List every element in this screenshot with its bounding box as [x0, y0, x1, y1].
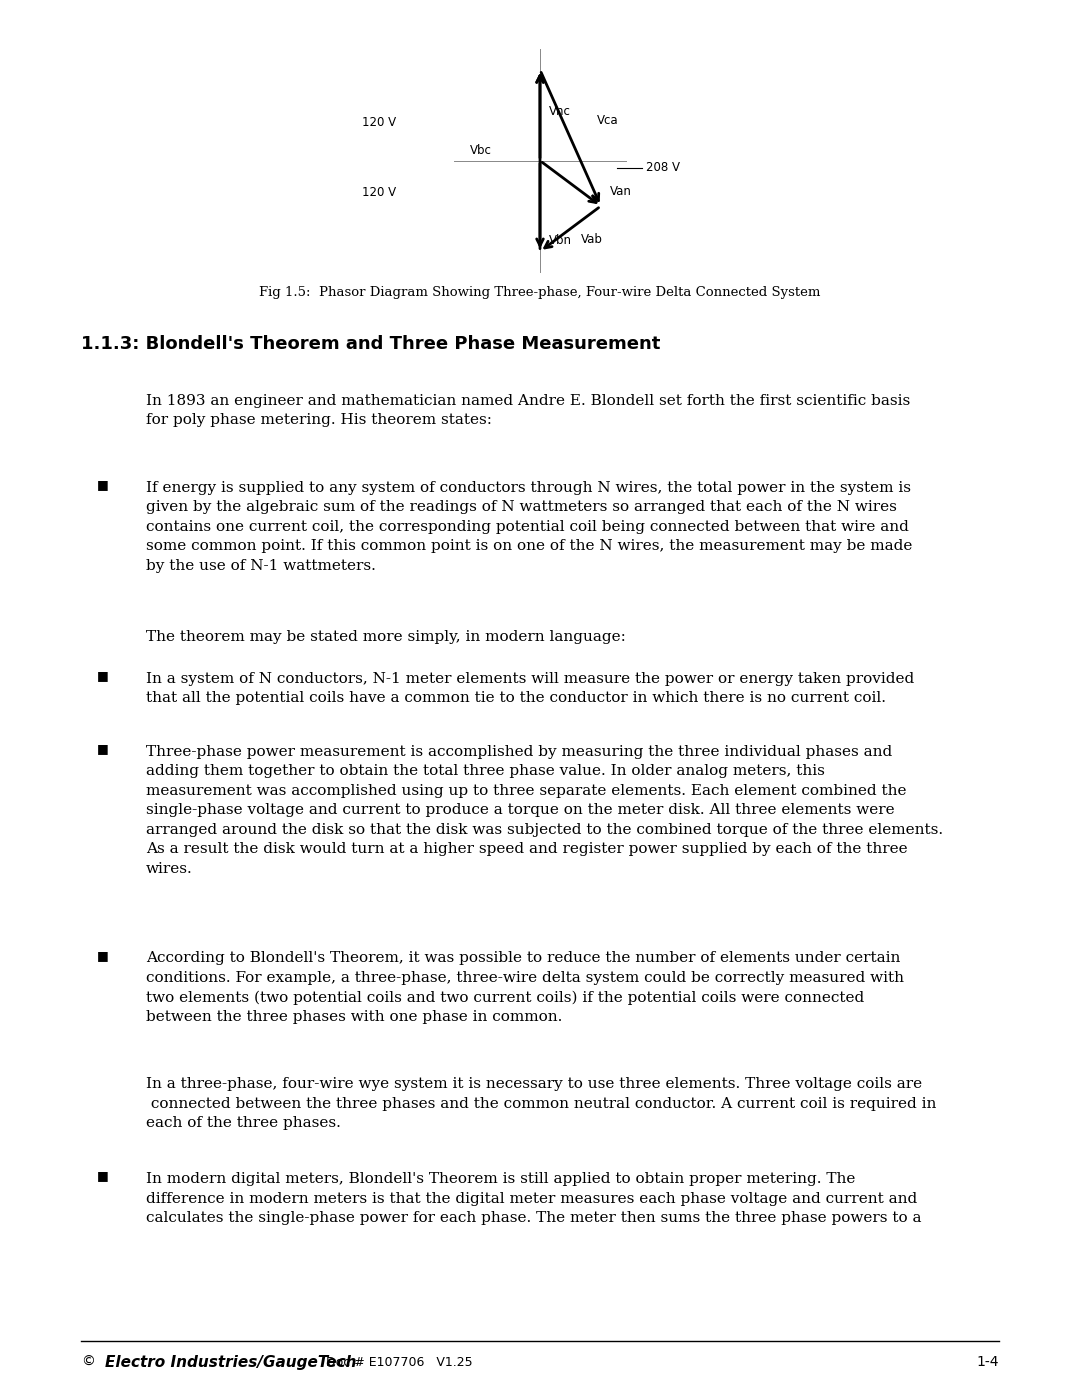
Text: 120 V: 120 V [362, 116, 396, 129]
Text: Vbc: Vbc [470, 144, 491, 156]
Text: ■: ■ [97, 478, 109, 490]
Text: If energy is supplied to any system of conductors through N wires, the total pow: If energy is supplied to any system of c… [146, 481, 913, 573]
Text: Van: Van [609, 184, 632, 198]
Text: 120 V: 120 V [362, 186, 396, 198]
Text: In 1893 an engineer and mathematician named Andre E. Blondell set forth the firs: In 1893 an engineer and mathematician na… [146, 394, 910, 427]
Text: In modern digital meters, Blondell's Theorem is still applied to obtain proper m: In modern digital meters, Blondell's The… [146, 1172, 921, 1225]
Text: In a three-phase, four-wire wye system it is necessary to use three elements. Th: In a three-phase, four-wire wye system i… [146, 1077, 936, 1130]
Text: 1.1.3: Blondell's Theorem and Three Phase Measurement: 1.1.3: Blondell's Theorem and Three Phas… [81, 335, 660, 353]
Text: In a system of N conductors, N-1 meter elements will measure the power or energy: In a system of N conductors, N-1 meter e… [146, 672, 914, 705]
Text: Vbn: Vbn [549, 235, 571, 247]
Text: Vab: Vab [581, 233, 603, 246]
Text: ■: ■ [97, 1169, 109, 1182]
Text: 208 V: 208 V [646, 161, 680, 175]
Text: The theorem may be stated more simply, in modern language:: The theorem may be stated more simply, i… [146, 630, 625, 644]
Text: ©: © [81, 1355, 95, 1369]
Text: ■: ■ [97, 669, 109, 682]
Text: Vnc: Vnc [549, 105, 570, 117]
Text: Vca: Vca [597, 115, 619, 127]
Text: Electro Industries/GaugeTech: Electro Industries/GaugeTech [105, 1355, 356, 1369]
Text: Doc # E107706   V1.25: Doc # E107706 V1.25 [326, 1355, 473, 1369]
Text: Fig 1.5:  Phasor Diagram Showing Three-phase, Four-wire Delta Connected System: Fig 1.5: Phasor Diagram Showing Three-ph… [259, 286, 821, 299]
Text: ■: ■ [97, 742, 109, 754]
Text: 1-4: 1-4 [976, 1355, 999, 1369]
Text: ■: ■ [97, 949, 109, 961]
Text: According to Blondell's Theorem, it was possible to reduce the number of element: According to Blondell's Theorem, it was … [146, 951, 904, 1024]
Text: Three-phase power measurement is accomplished by measuring the three individual : Three-phase power measurement is accompl… [146, 745, 943, 876]
